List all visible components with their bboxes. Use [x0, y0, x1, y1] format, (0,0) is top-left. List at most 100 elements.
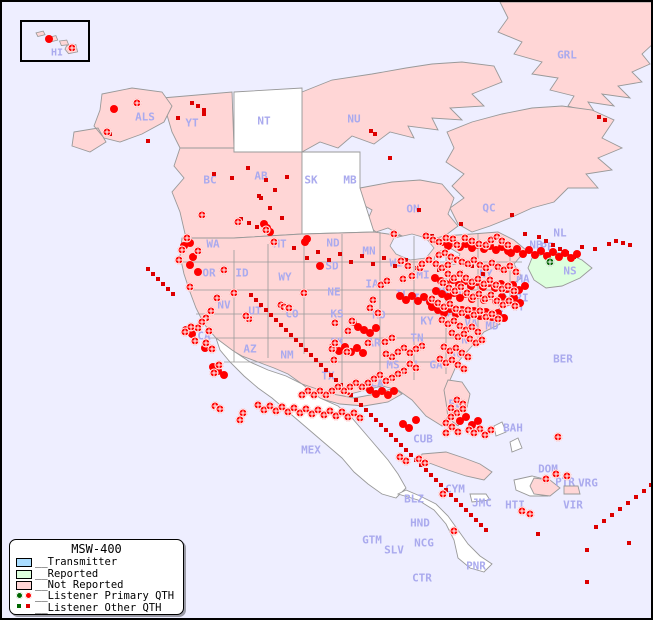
marker-primary-qth — [468, 292, 478, 302]
marker-other-qth — [551, 243, 555, 247]
legend-item-4: __Listener Other QTH — [10, 602, 183, 614]
marker-primary-qth — [446, 403, 456, 413]
marker-dot — [567, 254, 575, 262]
marker-dot — [468, 421, 476, 429]
marker-primary-qth — [342, 347, 352, 357]
marker-primary-qth — [424, 255, 434, 265]
region-shape-gulf-coast — [301, 383, 403, 407]
marker-dot — [396, 292, 404, 300]
marker-dot — [456, 417, 464, 425]
marker-other-qth — [459, 222, 463, 226]
marker-primary-qth — [102, 127, 112, 137]
marker-primary-qth — [197, 210, 207, 220]
marker-primary-qth — [201, 338, 211, 348]
marker-other-qth — [374, 418, 378, 422]
marker-primary-qth — [405, 359, 415, 369]
marker-other-qth — [603, 118, 607, 122]
marker-dot — [438, 290, 446, 298]
marker-other-qth — [399, 443, 403, 447]
marker-primary-qth — [463, 259, 473, 269]
marker-dot — [444, 242, 452, 250]
marker-primary-qth — [387, 373, 397, 383]
marker-dot — [432, 287, 440, 295]
marker-primary-qth — [469, 310, 479, 320]
marker-other-qth — [536, 532, 540, 536]
marker-dot — [194, 268, 202, 276]
marker-primary-qth — [435, 354, 445, 364]
marker-other-qth — [384, 428, 388, 432]
marker-other-qth — [151, 272, 155, 276]
marker-other-qth — [371, 262, 375, 266]
marker-dot — [359, 349, 367, 357]
marker-primary-qth — [431, 259, 441, 269]
marker-other-qth — [334, 378, 338, 382]
marker-primary-qth — [437, 315, 447, 325]
legend-item-3: __Listener Primary QTH — [10, 591, 183, 602]
marker-dot — [462, 240, 470, 248]
marker-primary-qth — [399, 366, 409, 376]
legend-title: MSW-400 — [71, 542, 122, 556]
legend-item-label: __Not Reported — [35, 578, 124, 591]
marker-primary-qth — [465, 334, 475, 344]
marker-other-qth — [146, 267, 150, 271]
marker-other-qth — [354, 398, 358, 402]
marker-primary-qth — [511, 267, 521, 277]
hawaii-inset: HI — [20, 20, 90, 62]
marker-primary-qth — [363, 338, 373, 348]
marker-primary-qth — [449, 526, 459, 536]
marker-other-qth — [388, 156, 392, 160]
marker-dot — [186, 261, 194, 269]
marker-other-qth — [510, 213, 514, 217]
marker-dot — [516, 299, 524, 307]
green-circle-icon — [16, 592, 23, 600]
legend-item-label: __Reported — [35, 567, 99, 580]
marker-primary-qth — [453, 427, 463, 437]
marker-dot — [354, 323, 362, 331]
region-shape-alaska — [71, 87, 173, 153]
marker-other-qth — [474, 518, 478, 522]
marker-dot — [462, 413, 470, 421]
marker-primary-qth — [180, 327, 190, 337]
marker-primary-qth — [481, 240, 491, 250]
marker-primary-qth — [333, 382, 343, 392]
marker-primary-qth — [321, 390, 331, 400]
marker-primary-qth — [387, 352, 397, 362]
marker-other-qth — [202, 108, 206, 112]
marker-other-qth — [389, 433, 393, 437]
marker-primary-qth — [269, 237, 279, 247]
marker-other-qth — [259, 196, 263, 200]
marker-primary-qth — [503, 240, 513, 250]
marker-dot — [408, 292, 416, 300]
marker-primary-qth — [190, 336, 200, 346]
marker-primary-qth — [447, 328, 457, 338]
marker-other-qth — [273, 188, 277, 192]
marker-other-qth — [161, 282, 165, 286]
marker-other-qth — [429, 473, 433, 477]
marker-other-qth — [190, 101, 194, 105]
marker-primary-qth — [446, 412, 456, 422]
marker-primary-qth — [277, 402, 287, 412]
marker-primary-qth — [439, 342, 449, 352]
marker-other-qth — [424, 468, 428, 472]
marker-primary-qth — [233, 217, 243, 227]
marker-other-qth — [268, 206, 272, 210]
marker-primary-qth — [315, 386, 325, 396]
marker-other-qth — [417, 208, 421, 212]
marker-primary-qth — [376, 280, 386, 290]
marker-other-qth — [319, 363, 323, 367]
marker-primary-qth — [485, 275, 495, 285]
marker-primary-qth — [486, 290, 496, 300]
marker-other-qth — [607, 242, 611, 246]
marker-other-qth — [257, 194, 261, 198]
legend-item-label: __Listener Primary QTH — [35, 590, 175, 603]
marker-dot — [372, 390, 380, 398]
marker-primary-qth — [349, 408, 359, 418]
marker-primary-qth — [132, 98, 142, 108]
marker-other-qth — [369, 129, 373, 133]
marker-primary-qth — [493, 262, 503, 272]
marker-primary-qth — [447, 422, 457, 432]
marker-primary-qth — [283, 407, 293, 417]
marker-primary-qth — [441, 233, 451, 243]
marker-primary-qth — [427, 294, 437, 304]
marker-primary-qth — [417, 259, 427, 269]
